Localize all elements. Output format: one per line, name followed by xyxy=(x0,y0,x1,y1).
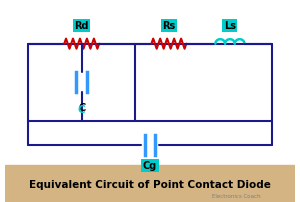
Text: Cg: Cg xyxy=(143,161,157,171)
Text: C: C xyxy=(78,104,85,114)
Text: C: C xyxy=(78,102,85,112)
Text: Rs: Rs xyxy=(162,21,176,31)
Text: Ls: Ls xyxy=(224,21,236,31)
Text: Rd: Rd xyxy=(74,21,89,31)
Text: Electronics Coach: Electronics Coach xyxy=(212,193,260,198)
Text: Equivalent Circuit of Point Contact Diode: Equivalent Circuit of Point Contact Diod… xyxy=(29,179,271,189)
Bar xyxy=(5,166,295,202)
